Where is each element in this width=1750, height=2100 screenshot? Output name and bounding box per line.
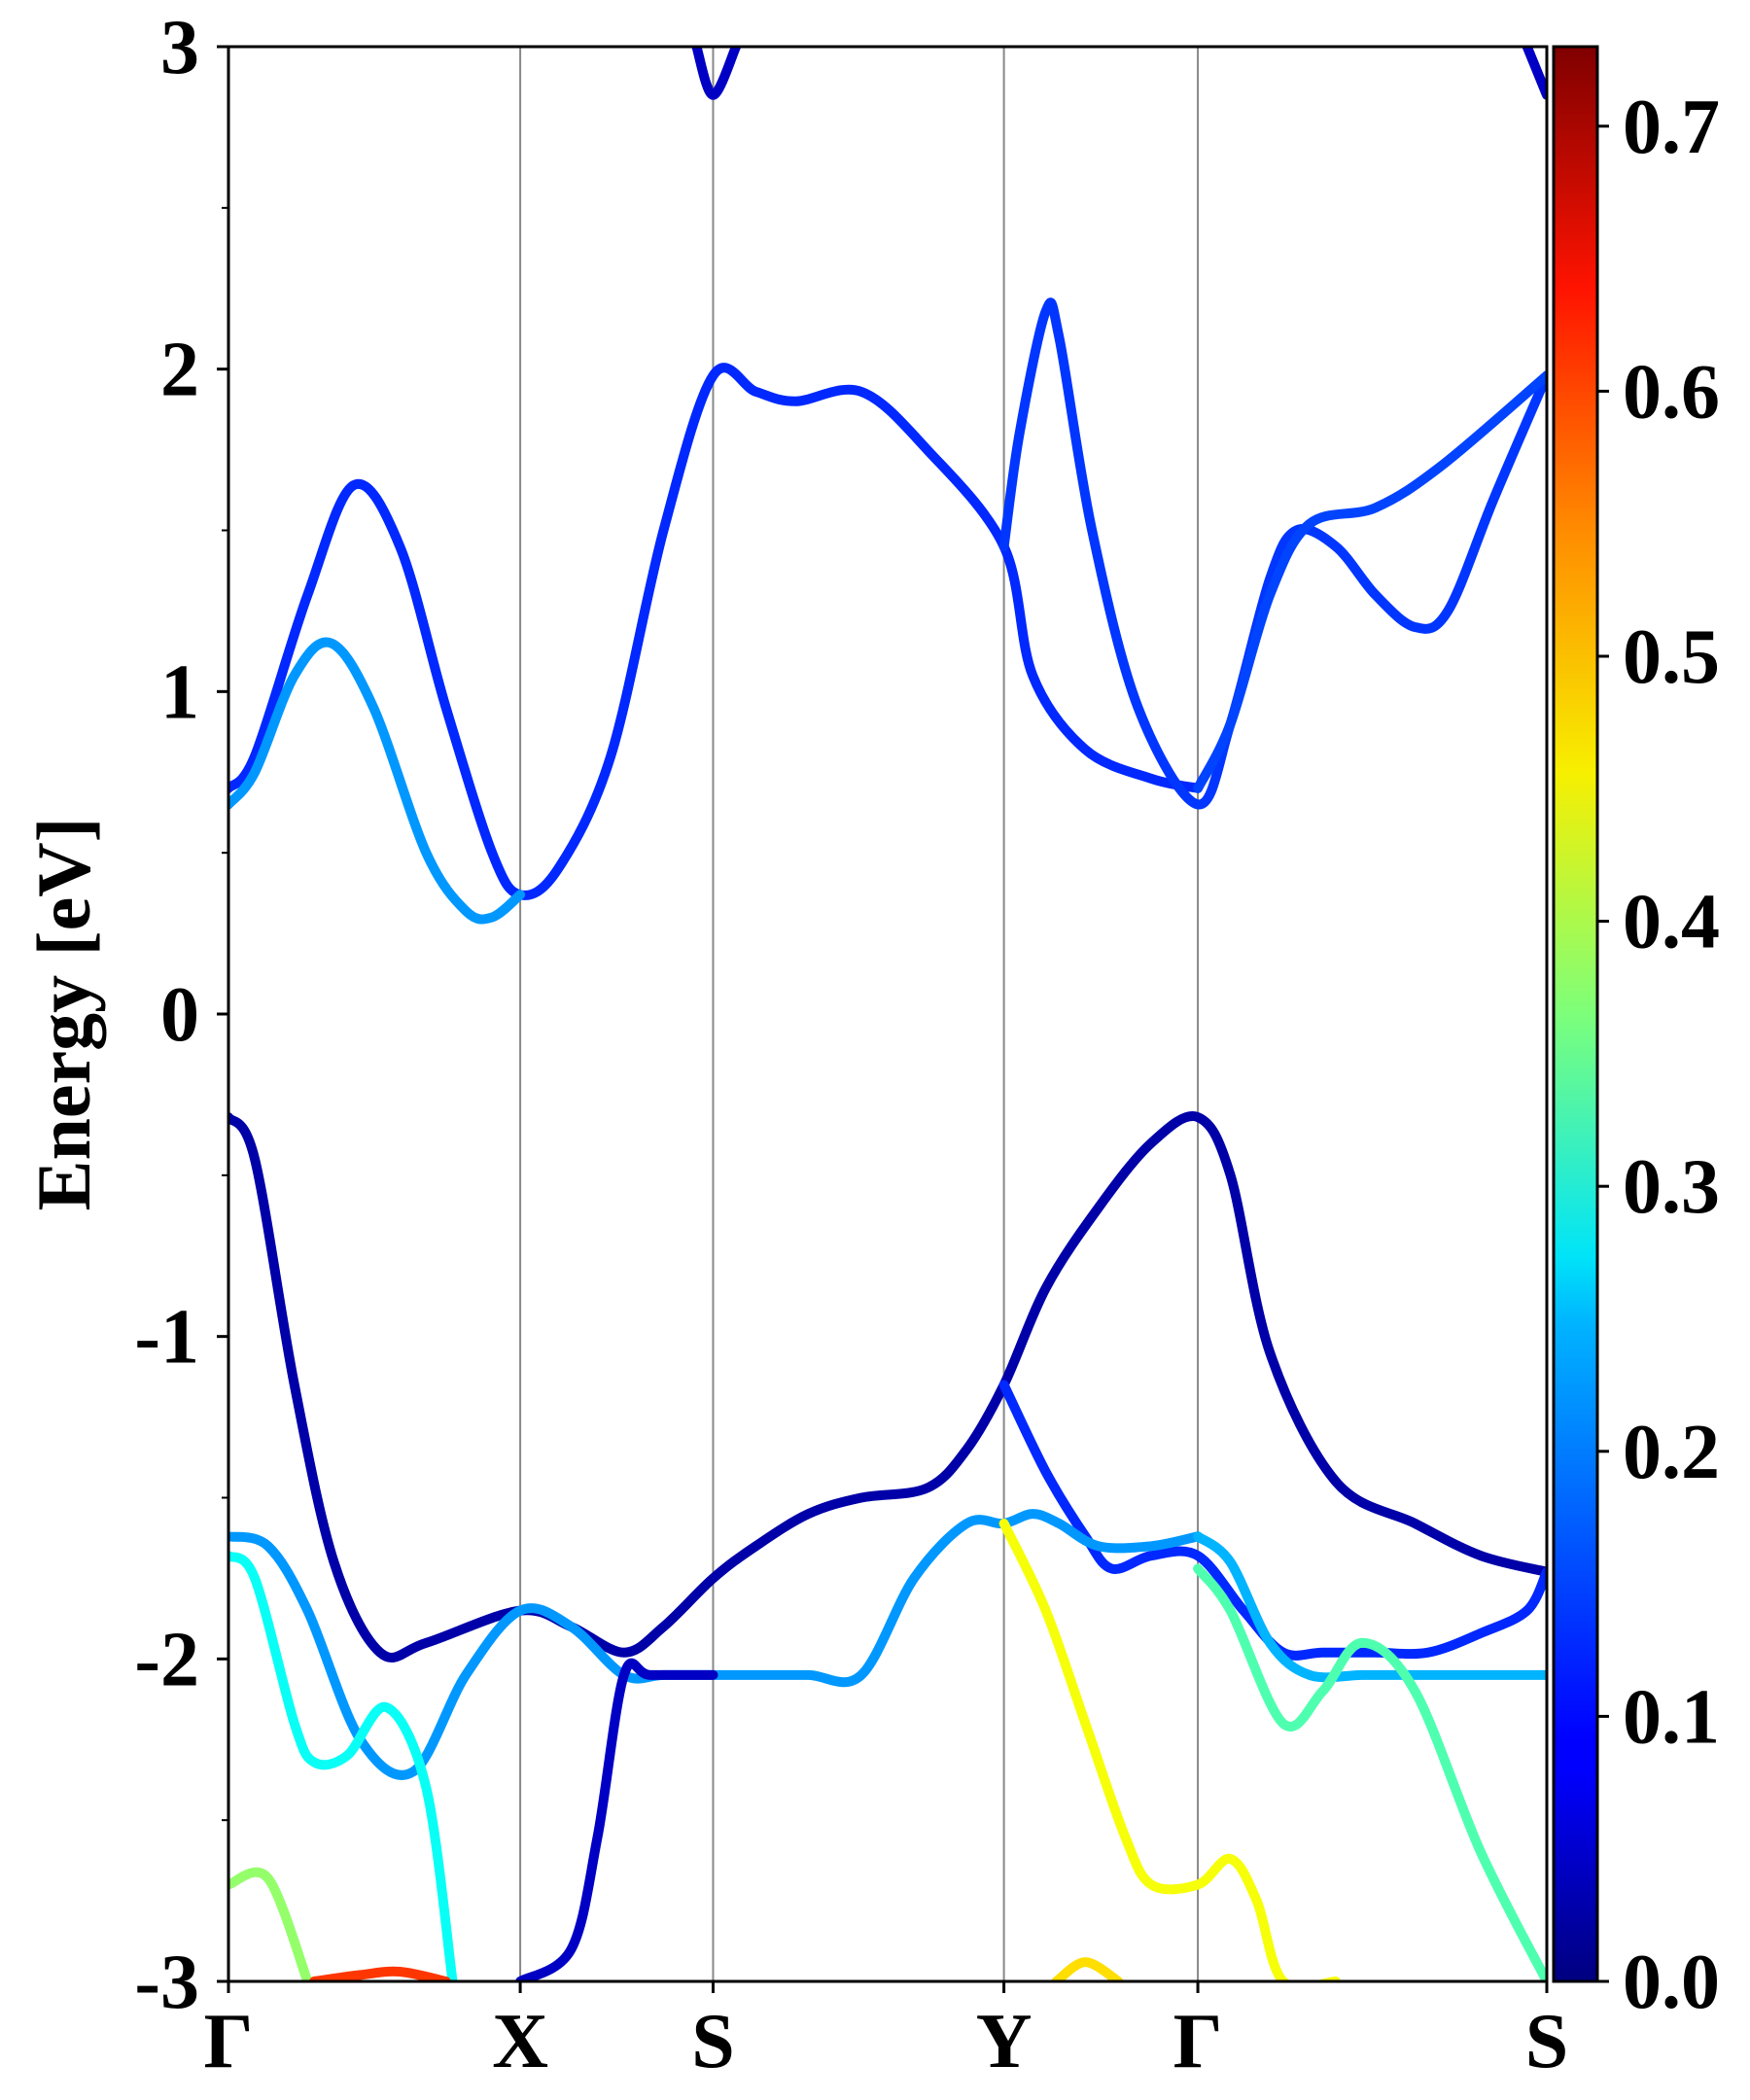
- colorbar-tick-label: 0.4: [1623, 880, 1720, 965]
- colorbar-ticks: 0.0 0.1 0.2 0.3 0.4 0.5 0.6 0.7: [1597, 85, 1720, 2025]
- band-VB8: [515, 1658, 718, 1981]
- colorbar-tick-label: 0.0: [1623, 1940, 1720, 2025]
- y-tick-label: -2: [134, 1617, 199, 1702]
- band-VB9: [228, 1867, 313, 1981]
- y-axis-title: Energy [eV]: [21, 817, 106, 1210]
- y-tick-label: -1: [134, 1295, 199, 1381]
- colorbar-tick-label: 0.1: [1623, 1674, 1720, 1760]
- band-VB10: [309, 1966, 451, 1981]
- band-VB6: [998, 1519, 1341, 1981]
- colorbar-gradient: [1552, 45, 1599, 1983]
- band-CB_top_S: [691, 47, 742, 100]
- colorbar-tick-label: 0.3: [1623, 1144, 1720, 1230]
- x-tick-label: S: [1525, 1999, 1569, 2084]
- x-tick-label: X: [492, 1999, 548, 2084]
- band-CB2: [228, 637, 526, 925]
- colorbar-tick-label: 0.5: [1623, 614, 1720, 700]
- plot-frame: [228, 47, 1547, 1981]
- band-CB4: [1193, 370, 1547, 793]
- band-VB7: [1193, 1563, 1547, 1981]
- band-VB11: [1051, 1957, 1124, 1981]
- y-axis-ticks: 3 2 1 0 -1 -2 -3: [134, 5, 228, 2025]
- band-VB_top: [228, 1111, 1547, 1662]
- y-tick-label: -3: [134, 1940, 199, 2025]
- y-tick-label: 1: [160, 649, 199, 735]
- x-tick-label: Γ: [1173, 1999, 1223, 2084]
- y-tick-label: 2: [160, 328, 199, 413]
- band-CB1: [228, 363, 1204, 900]
- x-tick-label: S: [691, 1999, 735, 2084]
- plot-area: 3 2 1 0 -1 -2 -3 Γ X S Y Γ S: [134, 5, 1568, 2084]
- colorbar-tick-label: 0.6: [1623, 349, 1720, 435]
- x-tick-label: Y: [976, 1999, 1032, 2084]
- colorbar-tick-label: 0.7: [1623, 85, 1720, 170]
- colorbar: 0.0 0.1 0.2 0.3 0.4 0.5 0.6 0.7: [1552, 45, 1720, 2025]
- band-VB5: [228, 1551, 458, 1981]
- y-tick-label: 3: [160, 5, 199, 90]
- colorbar-tick-label: 0.2: [1623, 1410, 1720, 1495]
- y-tick-label: 0: [160, 972, 199, 1058]
- x-tick-label: Γ: [204, 1999, 254, 2084]
- bands: [228, 47, 1547, 1981]
